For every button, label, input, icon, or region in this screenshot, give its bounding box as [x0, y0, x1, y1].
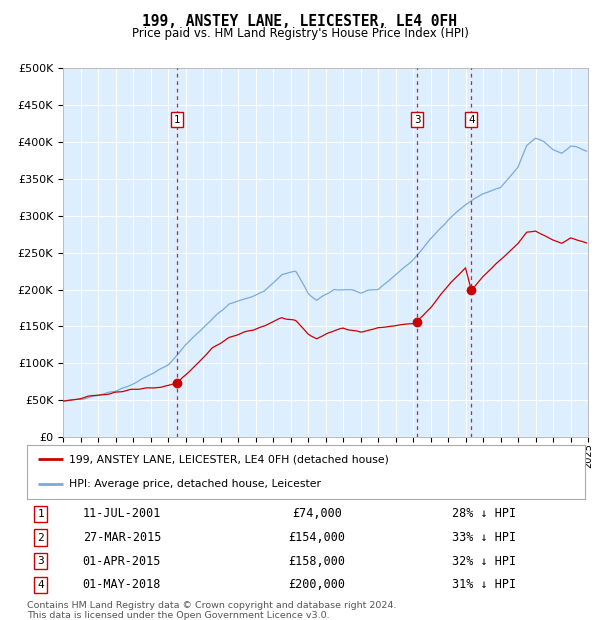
Text: 199, ANSTEY LANE, LEICESTER, LE4 0FH (detached house): 199, ANSTEY LANE, LEICESTER, LE4 0FH (de… [69, 454, 389, 464]
Text: Price paid vs. HM Land Registry's House Price Index (HPI): Price paid vs. HM Land Registry's House … [131, 27, 469, 40]
Text: 2: 2 [38, 533, 44, 542]
Text: 01-APR-2015: 01-APR-2015 [83, 555, 161, 567]
Text: 1: 1 [38, 509, 44, 519]
Text: 4: 4 [468, 115, 475, 125]
Text: 01-MAY-2018: 01-MAY-2018 [83, 578, 161, 591]
Text: Contains HM Land Registry data © Crown copyright and database right 2024.: Contains HM Land Registry data © Crown c… [27, 601, 397, 611]
Text: 3: 3 [414, 115, 421, 125]
Text: £154,000: £154,000 [289, 531, 346, 544]
Text: 28% ↓ HPI: 28% ↓ HPI [452, 508, 517, 520]
Text: £200,000: £200,000 [289, 578, 346, 591]
Text: 1: 1 [174, 115, 181, 125]
Text: 32% ↓ HPI: 32% ↓ HPI [452, 555, 517, 567]
Text: 4: 4 [38, 580, 44, 590]
Text: 33% ↓ HPI: 33% ↓ HPI [452, 531, 517, 544]
Text: 199, ANSTEY LANE, LEICESTER, LE4 0FH: 199, ANSTEY LANE, LEICESTER, LE4 0FH [143, 14, 458, 29]
Text: This data is licensed under the Open Government Licence v3.0.: This data is licensed under the Open Gov… [27, 611, 329, 620]
Text: 31% ↓ HPI: 31% ↓ HPI [452, 578, 517, 591]
Text: HPI: Average price, detached house, Leicester: HPI: Average price, detached house, Leic… [69, 479, 321, 489]
Text: £74,000: £74,000 [292, 508, 342, 520]
Text: 11-JUL-2001: 11-JUL-2001 [83, 508, 161, 520]
Text: 3: 3 [38, 556, 44, 566]
Text: 27-MAR-2015: 27-MAR-2015 [83, 531, 161, 544]
Text: £158,000: £158,000 [289, 555, 346, 567]
